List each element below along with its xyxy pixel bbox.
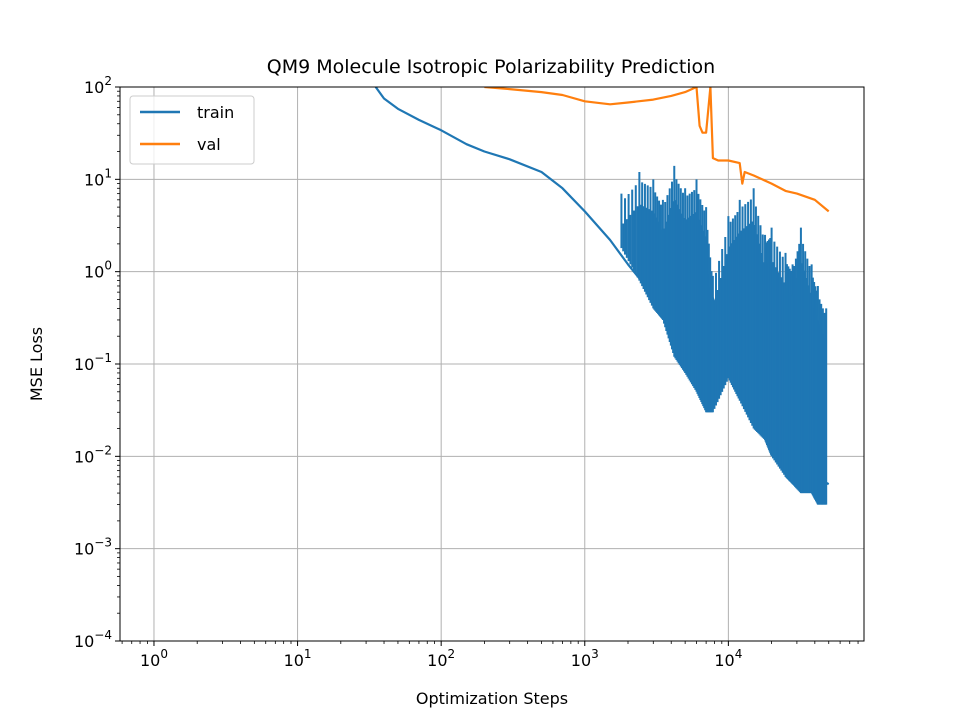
y-tick-base: 10 <box>74 355 94 374</box>
y-tick-exp: −4 <box>94 628 112 642</box>
y-tick-label: 10−1 <box>74 351 112 374</box>
y-tick-label: 102 <box>84 74 112 97</box>
x-axis-label: Optimization Steps <box>416 689 568 708</box>
x-tick-base: 10 <box>571 651 591 670</box>
chart-title: QM9 Molecule Isotropic Polarizability Pr… <box>267 56 715 78</box>
x-tick-exp: 3 <box>591 647 599 661</box>
y-tick-base: 10 <box>84 263 104 282</box>
series-layer <box>374 87 830 505</box>
y-tick-label: 101 <box>84 166 112 189</box>
series-train <box>374 87 830 505</box>
y-tick-exp: −3 <box>94 536 112 550</box>
legend-box <box>129 95 255 165</box>
x-tick-exp: 2 <box>448 647 456 661</box>
legend-label-train: train <box>197 103 234 122</box>
y-tick-base: 10 <box>74 540 94 559</box>
x-tick-label: 103 <box>571 647 599 670</box>
y-tick-exp: −1 <box>94 351 112 365</box>
legend-label-val: val <box>197 135 221 154</box>
series-line-val <box>484 87 830 213</box>
x-tick-label: 104 <box>714 647 742 670</box>
x-tick-exp: 4 <box>735 647 743 661</box>
y-tick-base: 10 <box>84 170 104 189</box>
series-val <box>484 87 830 213</box>
x-tick-label: 102 <box>427 647 455 670</box>
y-tick-base: 10 <box>84 78 104 97</box>
x-tick-exp: 1 <box>304 647 312 661</box>
x-tick-exp: 0 <box>160 647 168 661</box>
y-tick-label: 10−3 <box>74 536 112 559</box>
y-tick-label: 100 <box>84 259 112 282</box>
y-tick-base: 10 <box>74 632 94 651</box>
x-tick-label: 101 <box>284 647 312 670</box>
x-tick-base: 10 <box>427 651 447 670</box>
y-tick-base: 10 <box>74 447 94 466</box>
x-tick-base: 10 <box>714 651 734 670</box>
y-tick-label: 10−4 <box>74 628 112 651</box>
y-axis-label: MSE Loss <box>27 327 46 401</box>
x-tick-base: 10 <box>140 651 160 670</box>
x-tick-label: 100 <box>140 647 168 670</box>
y-tick-exp: −2 <box>94 443 112 457</box>
y-tick-exp: 2 <box>104 74 112 88</box>
y-tick-exp: 1 <box>104 166 112 180</box>
y-tick-exp: 0 <box>104 259 112 273</box>
y-tick-label: 10−2 <box>74 443 112 466</box>
legend: train val <box>129 95 255 165</box>
x-tick-base: 10 <box>284 651 304 670</box>
